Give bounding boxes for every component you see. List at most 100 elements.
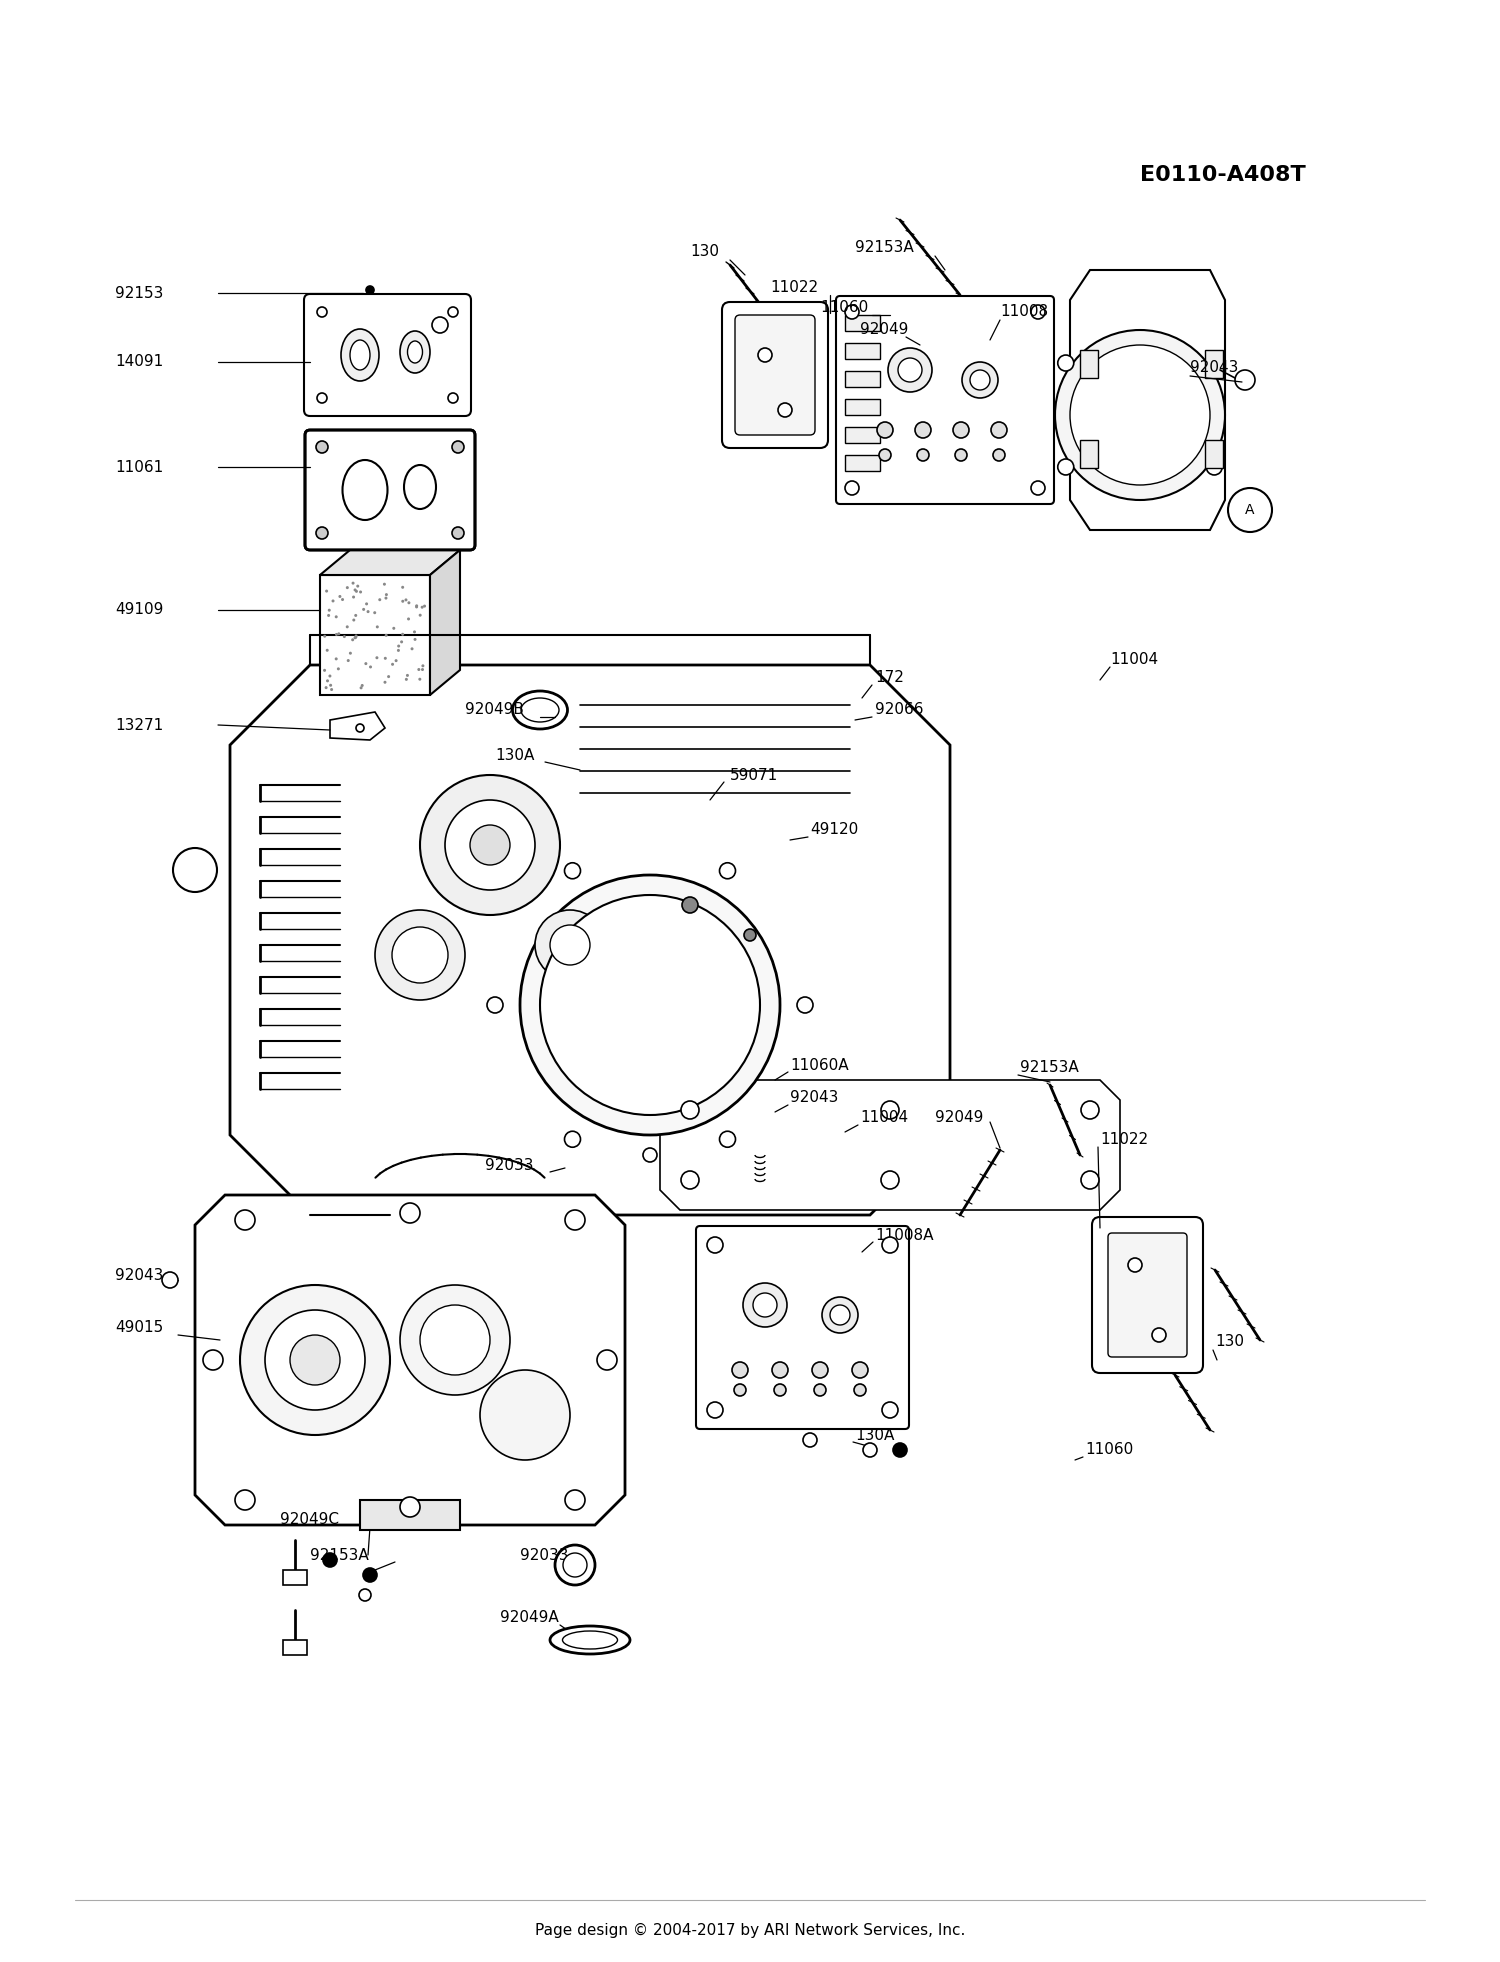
Circle shape xyxy=(882,1403,898,1419)
Circle shape xyxy=(326,679,328,683)
Circle shape xyxy=(844,481,859,494)
Circle shape xyxy=(706,1236,723,1254)
Circle shape xyxy=(812,1362,828,1377)
Circle shape xyxy=(360,687,363,689)
Circle shape xyxy=(734,1383,746,1397)
Circle shape xyxy=(326,649,328,651)
Circle shape xyxy=(1128,1258,1142,1271)
Circle shape xyxy=(681,1171,699,1189)
Text: 92043: 92043 xyxy=(790,1091,838,1105)
Circle shape xyxy=(316,306,327,318)
Circle shape xyxy=(956,449,968,461)
Circle shape xyxy=(420,1305,491,1375)
Circle shape xyxy=(290,1334,340,1385)
Circle shape xyxy=(1234,371,1256,390)
Circle shape xyxy=(352,618,356,622)
Circle shape xyxy=(1082,1101,1100,1118)
Circle shape xyxy=(758,347,772,363)
Circle shape xyxy=(778,402,792,418)
Circle shape xyxy=(682,897,698,912)
Circle shape xyxy=(400,587,404,589)
Circle shape xyxy=(1082,1171,1100,1189)
Bar xyxy=(844,316,880,332)
Bar xyxy=(1204,349,1222,379)
Circle shape xyxy=(419,677,422,681)
Circle shape xyxy=(369,665,372,669)
Circle shape xyxy=(796,997,813,1012)
Text: 59071: 59071 xyxy=(730,767,778,783)
Circle shape xyxy=(566,1211,585,1230)
Text: 92033: 92033 xyxy=(484,1158,534,1173)
Circle shape xyxy=(448,306,458,318)
Circle shape xyxy=(420,775,560,914)
Text: 92049B: 92049B xyxy=(465,702,524,718)
Circle shape xyxy=(392,926,448,983)
Circle shape xyxy=(376,626,380,628)
Text: 92049: 92049 xyxy=(859,322,909,337)
Circle shape xyxy=(742,1283,788,1326)
Text: A: A xyxy=(1245,502,1254,518)
Text: 92033: 92033 xyxy=(520,1548,568,1562)
Bar xyxy=(844,428,880,443)
Circle shape xyxy=(406,618,410,620)
Circle shape xyxy=(240,1285,390,1434)
Circle shape xyxy=(470,824,510,865)
Circle shape xyxy=(236,1211,255,1230)
Circle shape xyxy=(830,1305,850,1324)
Circle shape xyxy=(382,583,386,587)
Circle shape xyxy=(1054,330,1226,500)
Circle shape xyxy=(564,1132,580,1148)
Bar xyxy=(1204,439,1222,469)
Circle shape xyxy=(774,1383,786,1397)
Circle shape xyxy=(892,1442,908,1458)
Circle shape xyxy=(413,630,416,634)
Circle shape xyxy=(398,649,400,651)
Text: 11004: 11004 xyxy=(859,1110,907,1126)
Ellipse shape xyxy=(400,332,430,373)
Circle shape xyxy=(414,638,417,642)
Circle shape xyxy=(962,363,998,398)
Text: E0110-A408T: E0110-A408T xyxy=(1140,165,1305,184)
Circle shape xyxy=(339,594,342,598)
Polygon shape xyxy=(330,712,386,740)
Circle shape xyxy=(384,657,387,659)
Circle shape xyxy=(351,581,354,585)
Circle shape xyxy=(732,1362,748,1377)
Circle shape xyxy=(400,640,404,644)
Text: 11022: 11022 xyxy=(770,281,818,296)
Circle shape xyxy=(844,304,859,320)
Circle shape xyxy=(266,1311,364,1411)
Bar xyxy=(284,1570,308,1585)
Circle shape xyxy=(316,392,327,402)
Circle shape xyxy=(375,910,465,1001)
Circle shape xyxy=(720,1132,735,1148)
Circle shape xyxy=(555,1544,596,1585)
Text: 11022: 11022 xyxy=(1100,1132,1148,1148)
Polygon shape xyxy=(660,1079,1120,1211)
Circle shape xyxy=(406,673,410,677)
Text: 11060: 11060 xyxy=(1084,1442,1134,1458)
FancyBboxPatch shape xyxy=(1092,1216,1203,1373)
Circle shape xyxy=(354,636,357,640)
Circle shape xyxy=(416,604,419,608)
Circle shape xyxy=(432,318,448,334)
FancyBboxPatch shape xyxy=(304,430,476,549)
Text: 11060A: 11060A xyxy=(790,1058,849,1073)
Circle shape xyxy=(815,1383,827,1397)
Text: 92049C: 92049C xyxy=(280,1513,339,1528)
Circle shape xyxy=(952,422,969,438)
Circle shape xyxy=(536,910,604,979)
Circle shape xyxy=(357,585,360,587)
Text: 92043: 92043 xyxy=(116,1267,164,1283)
Circle shape xyxy=(324,687,327,689)
Circle shape xyxy=(162,1271,178,1287)
Text: 13271: 13271 xyxy=(116,718,164,732)
Bar xyxy=(1080,349,1098,379)
Circle shape xyxy=(422,667,424,671)
Circle shape xyxy=(802,1432,818,1448)
Circle shape xyxy=(236,1489,255,1511)
Circle shape xyxy=(366,286,374,294)
Ellipse shape xyxy=(550,1626,630,1654)
Circle shape xyxy=(772,1362,788,1377)
Circle shape xyxy=(423,604,426,608)
